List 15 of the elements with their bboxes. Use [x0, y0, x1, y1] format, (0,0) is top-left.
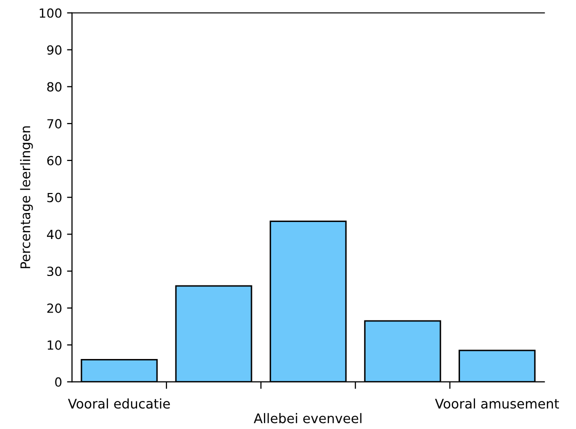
x-tick-label: Vooral amusement	[435, 398, 559, 409]
y-tick-label: 10	[48, 340, 62, 350]
y-tick-label: 40	[46, 230, 62, 240]
y-tick-label: 50	[47, 192, 62, 202]
y-tick-label: 70	[47, 119, 62, 128]
y-tick-label: 0	[55, 377, 62, 387]
y-tick-label: 100	[40, 8, 62, 18]
y-axis-title: Percentage leerlingen	[20, 126, 33, 268]
y-tick-label: 80	[47, 82, 62, 92]
x-axis-title: Allebei evenveel	[254, 413, 362, 424]
x-tick-label: Vooral educatie	[68, 398, 170, 409]
y-tick-label: 60	[47, 156, 62, 166]
y-tick-label: 20	[47, 303, 62, 313]
y-tick-label: 30	[47, 266, 62, 276]
y-tick-label: 90	[47, 45, 62, 55]
